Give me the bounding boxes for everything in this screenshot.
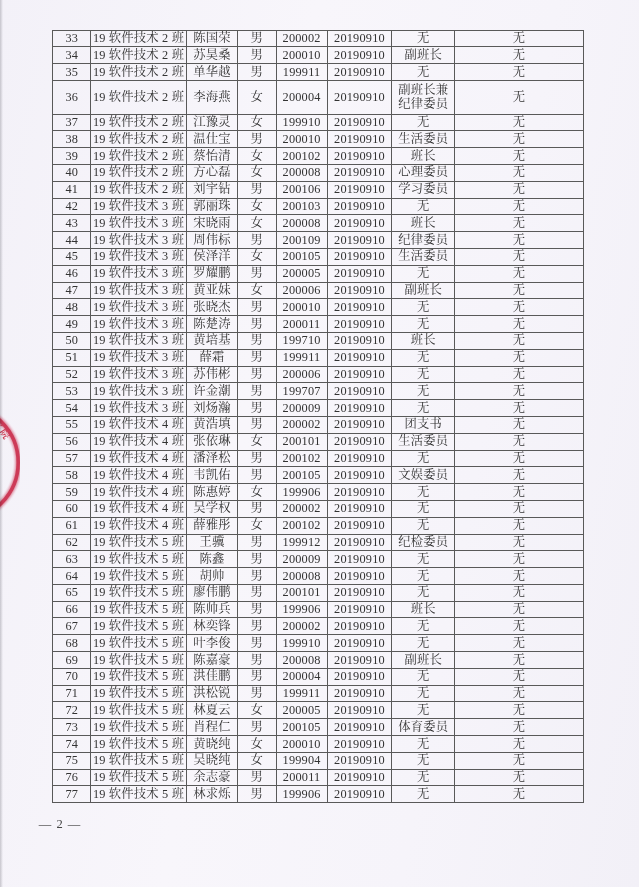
svg-text:广东轻工职业技术学院: 广东轻工职业技术学院 [0, 403, 14, 442]
